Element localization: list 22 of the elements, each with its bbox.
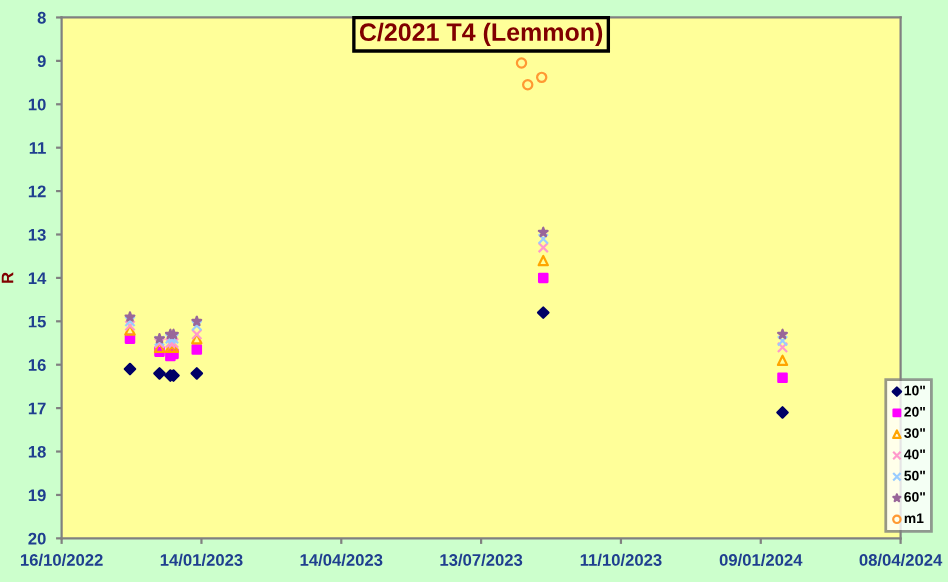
x-tick-label: 09/01/2024 <box>719 553 803 567</box>
x-tick-label: 16/10/2022 <box>20 553 103 567</box>
y-tick-label: 12 <box>28 185 46 198</box>
y-tick-label: 8 <box>37 11 46 24</box>
y-tick-label: 10 <box>28 98 46 111</box>
y-tick-label: 18 <box>28 445 46 458</box>
x-tick-label: 14/01/2023 <box>160 553 243 567</box>
x-tick-label: 08/04/2024 <box>859 553 943 567</box>
y-tick-label: 15 <box>28 315 46 328</box>
x-tick-label: 14/04/2023 <box>300 553 383 567</box>
y-axis-title: R <box>1 272 14 283</box>
y-tick-label: 13 <box>28 228 46 241</box>
y-tick-label: 9 <box>37 55 46 68</box>
y-tick-label: 17 <box>28 402 46 415</box>
x-tick-label: 11/10/2023 <box>580 553 662 567</box>
y-tick-label: 11 <box>29 142 46 154</box>
chart-title: C/2021 T4 (Lemmon) <box>359 22 603 46</box>
y-tick-label: 19 <box>28 489 46 502</box>
y-tick-label: 20 <box>28 532 46 545</box>
y-tick-label: 14 <box>28 272 47 284</box>
y-tick-label: 16 <box>28 359 46 371</box>
x-tick-label: 13/07/2023 <box>440 553 523 567</box>
